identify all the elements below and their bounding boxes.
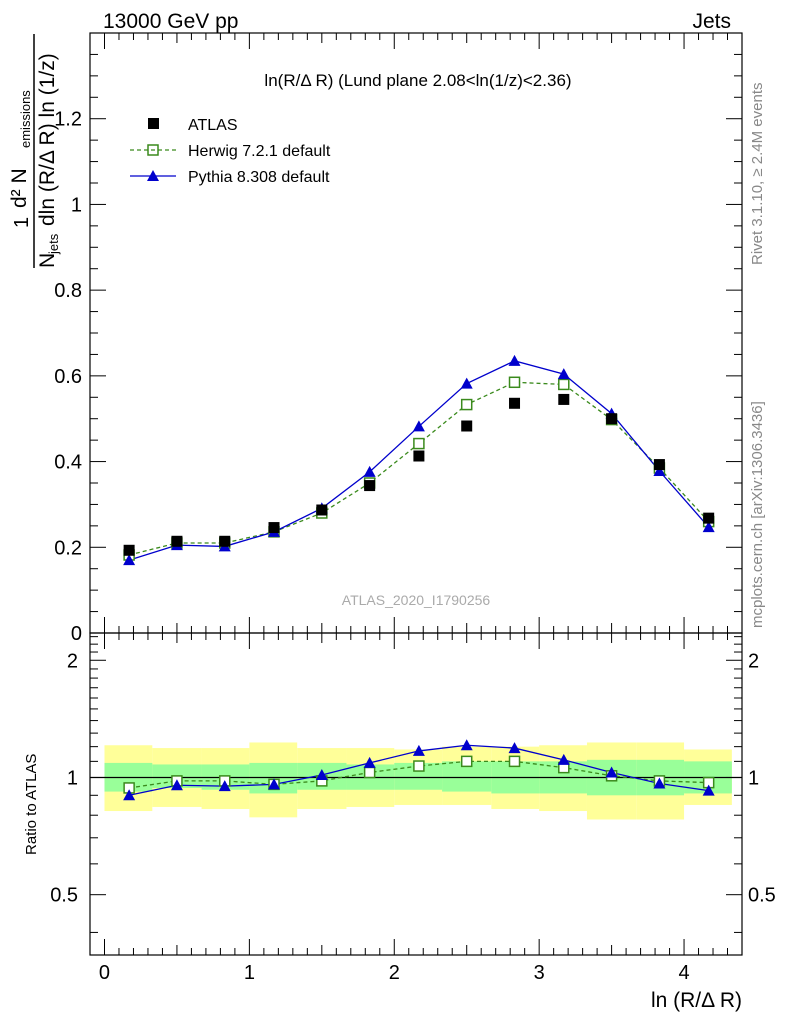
ratio-pythia-point [557, 753, 570, 765]
y-tick-label: 0.2 [54, 537, 82, 559]
herwig-point [413, 437, 425, 450]
legend-herwig-marker [147, 144, 159, 156]
ratio-pythia-point [315, 768, 328, 780]
legend-atlas-marker [148, 118, 159, 129]
x-tick-label: 4 [678, 962, 689, 984]
legend-pythia-label: Pythia 8.308 default [188, 169, 330, 186]
plot-title: ln(R/Δ R) (Lund plane 2.08<ln(1/z)<2.36) [264, 71, 571, 90]
atlas-point [219, 535, 231, 547]
mcplots-label: mcplots.cern.ch [arXiv:1306.3436] [749, 401, 766, 628]
header-right: Jets [692, 10, 731, 33]
atlas-point [703, 512, 715, 524]
pythia-point [412, 420, 425, 432]
x-axis-label: ln (R/Δ R) [651, 989, 742, 1012]
ratio-y-tick-label: 0.5 [50, 885, 78, 907]
main-ylabel: d² N emissions 1 N jets dln (R/Δ R) ln (… [8, 34, 61, 268]
x-tick-label: 2 [389, 962, 400, 984]
header-left: 13000 GeV pp [103, 10, 238, 33]
ratio-pythia-point [123, 789, 136, 801]
x-tick-label: 1 [244, 962, 255, 984]
ratio-pythia-point [412, 744, 425, 756]
legend: ATLAS Herwig 7.2.1 default Pythia 8.308 … [130, 117, 331, 186]
herwig-point [558, 378, 570, 391]
herwig-point [460, 398, 473, 411]
legend-pythia-marker [147, 170, 159, 181]
ratio-y-tick-label-right: 1 [748, 767, 759, 789]
analysis-watermark: ATLAS_2020_I1790256 [342, 592, 491, 608]
atlas-point [653, 459, 665, 471]
ratio-herwig-point [460, 755, 473, 768]
ratio-pythia-point [653, 777, 666, 789]
atlas-point [558, 393, 570, 405]
legend-atlas-label: ATLAS [188, 117, 238, 134]
pythia-point [653, 465, 666, 476]
ratio-y-tick-label-right: 2 [748, 650, 759, 672]
pythia-point [702, 521, 715, 533]
ratio-panel: 0 1 2 3 4 0.5 0.5 1 1 2 2 [50, 632, 776, 984]
y-tick-label: 1 [71, 194, 82, 216]
svg-text:jets: jets [46, 233, 61, 255]
atlas-point [171, 535, 183, 547]
ratio-pythia-point [605, 766, 618, 778]
atlas-point [123, 544, 135, 556]
ratio-pythia-point [508, 742, 521, 754]
svg-text:dln (R/Δ R) ln (1/z): dln (R/Δ R) ln (1/z) [36, 53, 59, 226]
svg-text:emissions: emissions [18, 90, 33, 148]
svg-text:d² N: d² N [8, 168, 31, 208]
pythia-point [508, 354, 521, 366]
rivet-label: Rivet 3.1.10, ≥ 2.4M events [749, 83, 766, 266]
herwig-point [508, 376, 521, 389]
ratio-y-tick-label: 2 [67, 650, 78, 672]
ratio-pythia-point [460, 739, 473, 751]
y-tick-label: 0.8 [54, 280, 82, 302]
ratio-herwig-point [413, 760, 425, 772]
pythia-point [460, 377, 473, 389]
atlas-point [413, 450, 425, 462]
atlas-point [509, 397, 521, 409]
ratio-pythia-point [268, 778, 281, 790]
svg-text:1: 1 [11, 217, 33, 228]
atlas-point [461, 420, 473, 432]
atlas-point [268, 522, 280, 534]
y-tick-label: 0.6 [54, 366, 82, 388]
svg-text:N: N [36, 253, 59, 268]
atlas-point [364, 480, 376, 492]
ratio-y-tick-label-right: 0.5 [748, 885, 776, 907]
ratio-pythia-point [702, 784, 715, 796]
pythia-point [363, 465, 376, 477]
legend-herwig-label: Herwig 7.2.1 default [188, 143, 331, 160]
ratio-ylabel: Ratio to ATLAS [23, 754, 40, 855]
y-tick-label: 0 [71, 623, 82, 645]
atlas-point [316, 504, 328, 516]
atlas-point [606, 413, 618, 425]
pythia-point [123, 554, 136, 566]
ratio-pythia-point [363, 756, 376, 768]
herwig-line [128, 381, 710, 556]
ratio-herwig-point [363, 766, 376, 779]
ratio-pythia-point [170, 779, 183, 791]
ratio-herwig-point [508, 755, 521, 768]
ratio-frame [89, 632, 743, 956]
pythia-point [557, 368, 570, 380]
y-tick-label: 1.2 [54, 109, 82, 131]
ratio-pythia-point [218, 780, 231, 792]
x-tick-label: 0 [99, 962, 110, 984]
y-tick-label: 0.4 [54, 452, 82, 474]
x-tick-label: 3 [534, 962, 545, 984]
ratio-y-tick-label: 1 [67, 767, 78, 789]
